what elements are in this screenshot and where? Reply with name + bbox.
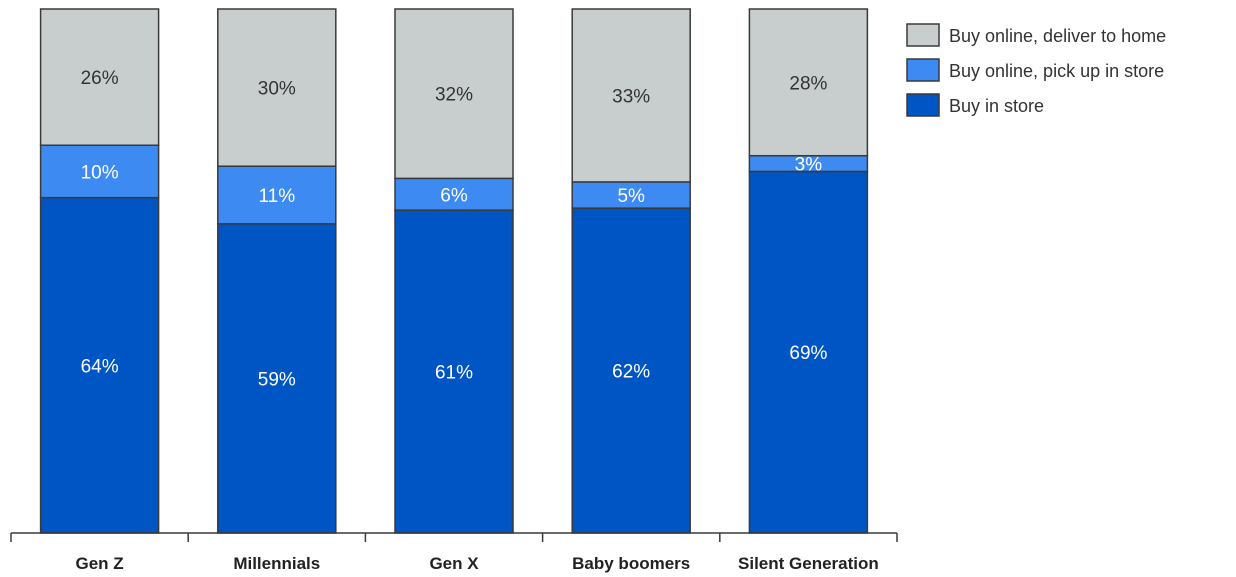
bar-segment-silent-generation-buy-in-store [748,170,869,534]
legend-swatch-buy-in-store [906,93,940,117]
x-axis: Gen Z Millennials Gen X Baby boomers Silent … [10,532,898,573]
data-label-silent-generation-buy-in-store: 69% [789,343,827,364]
x-tick-label-baby-boomers: Baby boomers [572,554,690,573]
bar-segment-baby-boomers-buy-online-deliver-to-home [571,8,691,183]
bar-segment-millennials-buy-in-store [217,223,337,534]
bar-segment-gen-x-buy-online-pick-up-in-store [394,177,514,211]
bar-segment-millennials-buy-online-pick-up-in-store [217,165,337,225]
bars-layer: 64% 10% 26% 59% 11% 30% 61% 6% 32% 62% 5% 33% 69% 3% 2… [39,8,869,534]
data-label-gen-z-buy-online-pick-up-in-store: 10% [81,162,119,183]
data-label-baby-boomers-buy-online-deliver-to-home: 33% [612,86,650,107]
legend-swatch-buy-online-pick-up-in-store [906,58,940,82]
x-tick-label-gen-x: Gen X [429,554,479,573]
data-label-gen-z-buy-in-store: 64% [81,356,119,377]
legend-swatch-buy-online-deliver-to-home [906,23,940,47]
data-label-gen-x-buy-in-store: 61% [435,363,473,384]
legend-label-buy-in-store: Buy in store [949,96,1044,116]
data-label-millennials-buy-online-deliver-to-home: 30% [258,79,296,100]
data-label-millennials-buy-in-store: 59% [258,369,296,390]
data-label-gen-x-buy-online-pick-up-in-store: 6% [440,185,468,206]
bar-segment-gen-z-buy-online-pick-up-in-store [39,144,160,199]
data-label-baby-boomers-buy-online-pick-up-in-store: 5% [617,186,645,207]
bar-segment-gen-z-buy-in-store [39,196,160,534]
data-label-millennials-buy-online-pick-up-in-store: 11% [258,186,295,207]
legend-label-buy-online-pick-up-in-store: Buy online, pick up in store [949,61,1164,81]
bar-segment-silent-generation-buy-online-deliver-to-home [748,8,869,157]
x-tick-label-gen-z: Gen Z [76,554,124,573]
bar-segment-millennials-buy-online-deliver-to-home [217,8,337,167]
bar-segment-gen-x-buy-online-deliver-to-home [394,8,514,180]
data-label-gen-x-buy-online-deliver-to-home: 32% [435,85,473,106]
x-tick-label-millennials: Millennials [233,554,320,573]
bar-segment-baby-boomers-buy-in-store [571,207,691,534]
bar-segment-baby-boomers-buy-online-pick-up-in-store [571,181,691,209]
data-label-gen-z-buy-online-deliver-to-home: 26% [81,68,119,89]
data-label-baby-boomers-buy-in-store: 62% [612,362,650,383]
legend: Buy online, deliver to home Buy online, p… [906,23,1166,117]
data-label-silent-generation-buy-online-deliver-to-home: 28% [789,73,827,94]
bar-segment-gen-z-buy-online-deliver-to-home [39,8,160,146]
legend-label-buy-online-deliver-to-home: Buy online, deliver to home [949,26,1166,46]
data-label-silent-generation-buy-online-pick-up-in-store: 3% [795,155,823,176]
x-tick-label-silent-generation: Silent Generation [738,554,879,573]
